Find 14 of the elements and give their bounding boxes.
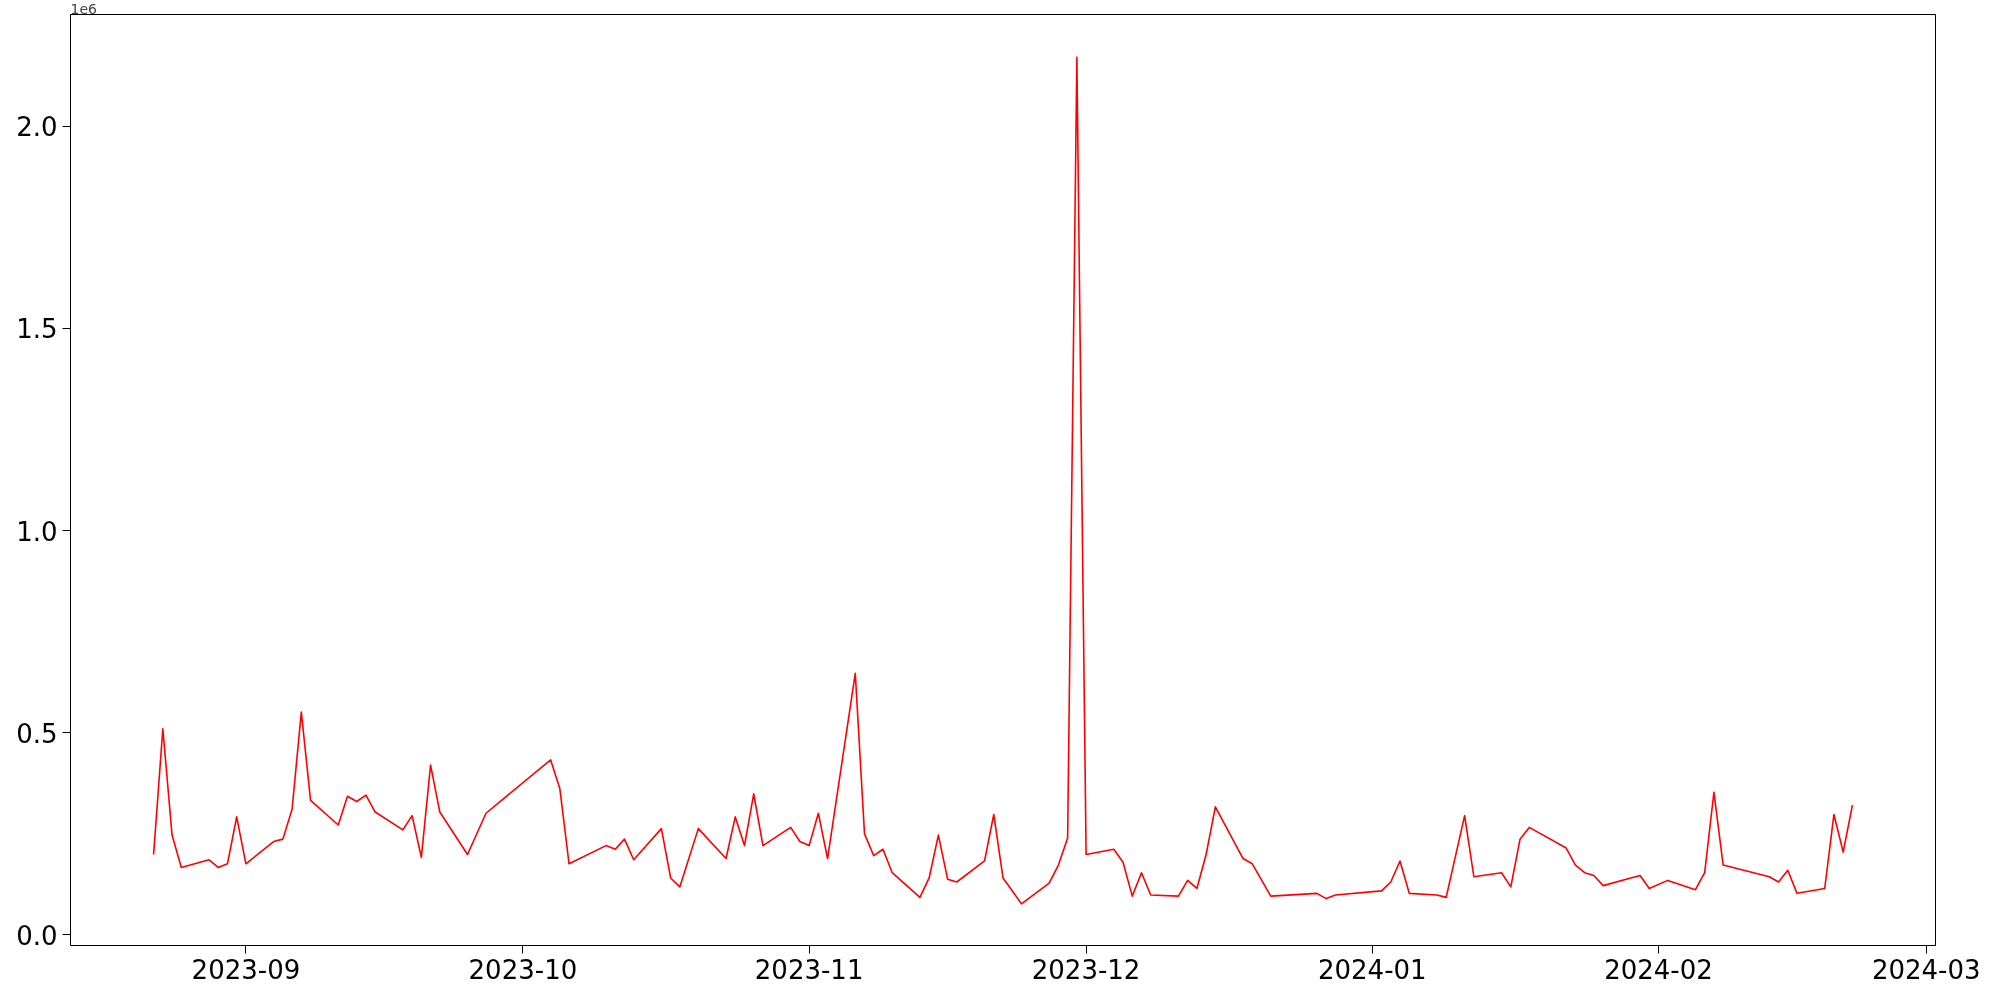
x-tick-label: 2024-03: [1871, 954, 1981, 985]
y-tick-label: 1.0: [16, 516, 58, 547]
x-tick-label: 2023-11: [754, 954, 864, 985]
line-series: [152, 56, 1854, 905]
y-tick-label: 0.0: [16, 920, 58, 951]
x-tick-label: 2024-02: [1604, 954, 1713, 985]
y-tick-label: 0.5: [16, 718, 58, 749]
annotation: 1e6: [70, 0, 98, 17]
x-tick-label: 2024-01: [1317, 954, 1427, 985]
y-tick-label: 1.5: [16, 314, 58, 345]
y-tick-label: 2.0: [16, 112, 58, 143]
x-tick-label: 2023-09: [191, 954, 301, 985]
x-tick-label: 2023-12: [1031, 954, 1141, 985]
x-tick-label: 2023-10: [468, 954, 578, 985]
